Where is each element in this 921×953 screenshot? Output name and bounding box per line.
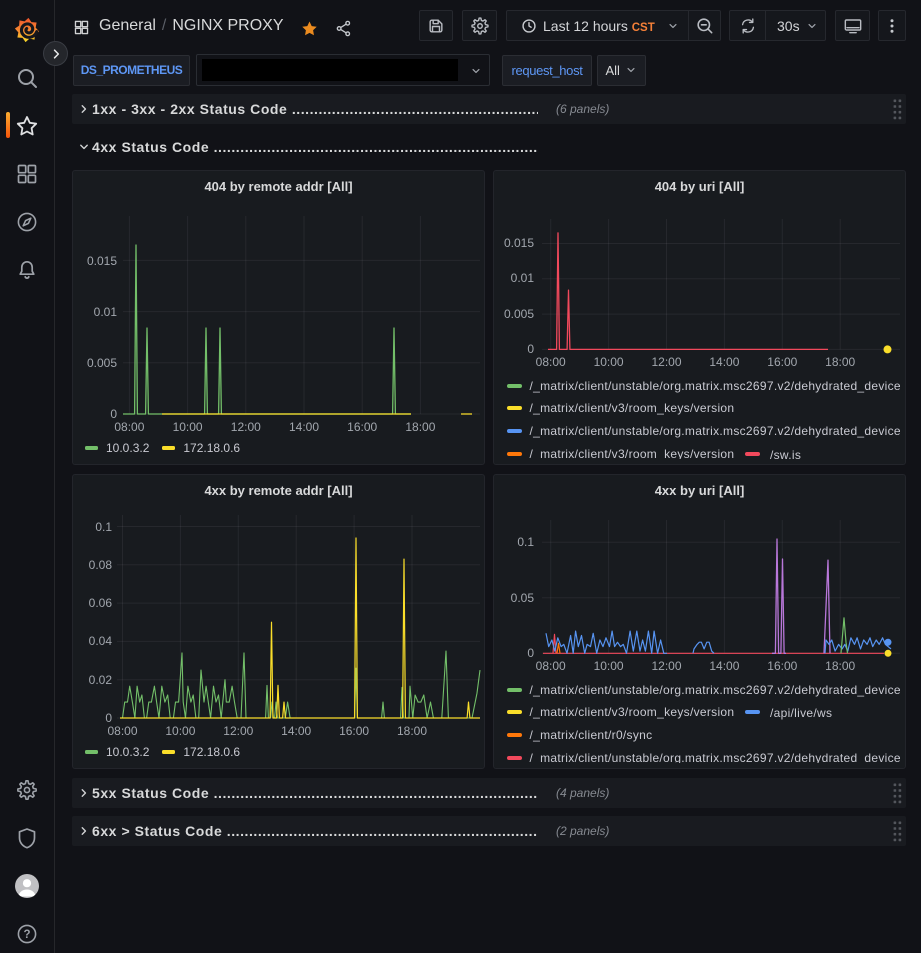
svg-text:?: ? xyxy=(23,929,30,941)
